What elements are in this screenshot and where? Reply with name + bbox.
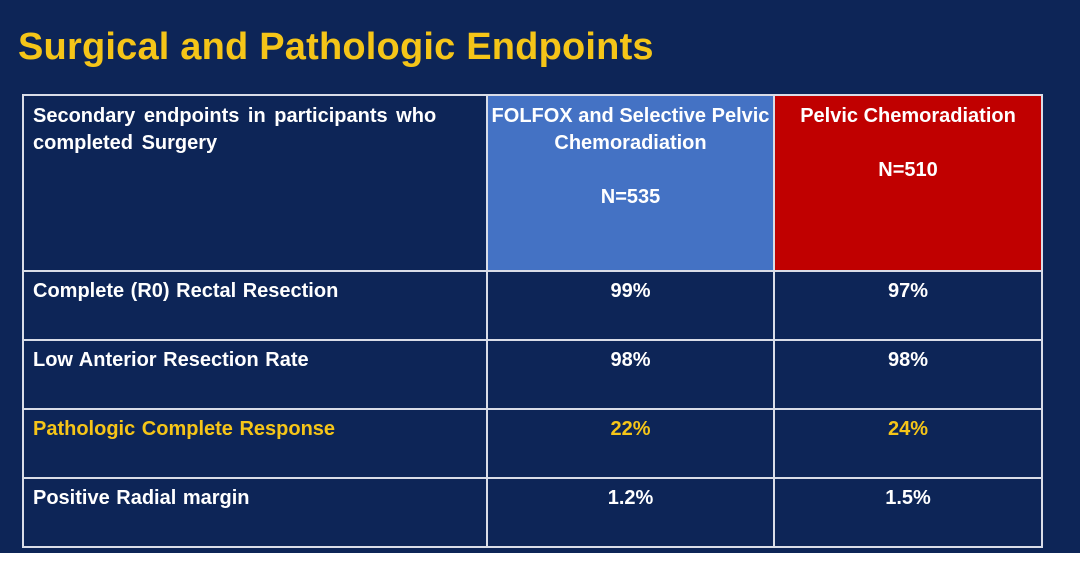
row-value-pelvic: 98%	[773, 339, 1043, 410]
arm-header-pelvic: Pelvic Chemoradiation N=510	[773, 94, 1043, 272]
row-label: Pathologic Complete Response	[22, 408, 488, 479]
row-label: Positive Radial margin	[22, 477, 488, 548]
slide-title: Surgical and Pathologic Endpoints	[18, 26, 654, 68]
row-value-folfox: 98%	[486, 339, 775, 410]
row-value-pelvic: 97%	[773, 270, 1043, 341]
row-label: Complete (R0) Rectal Resection	[22, 270, 488, 341]
endpoints-table: Secondary endpoints in participants who …	[22, 94, 1043, 548]
row-value-pelvic: 1.5%	[773, 477, 1043, 548]
row-label: Low Anterior Resection Rate	[22, 339, 488, 410]
arm-name: Pelvic Chemoradiation	[800, 105, 1016, 127]
row-value-folfox: 1.2%	[486, 477, 775, 548]
arm-name: FOLFOX and Selective Pelvic Chemoradiati…	[491, 105, 770, 154]
table-row: Low Anterior Resection Rate 98% 98%	[22, 339, 1043, 410]
table-header-row: Secondary endpoints in participants who …	[22, 94, 1043, 272]
arm-n: N=535	[600, 186, 661, 208]
row-value-pelvic: 24%	[773, 408, 1043, 479]
table-row: Positive Radial margin 1.2% 1.5%	[22, 477, 1043, 548]
table-row-highlighted: Pathologic Complete Response 22% 24%	[22, 408, 1043, 479]
table-row: Complete (R0) Rectal Resection 99% 97%	[22, 270, 1043, 341]
arm-header-folfox: FOLFOX and Selective Pelvic Chemoradiati…	[486, 94, 775, 272]
arm-n: N=510	[878, 159, 938, 181]
row-value-folfox: 99%	[486, 270, 775, 341]
header-label: Secondary endpoints in participants who …	[22, 94, 488, 272]
row-value-folfox: 22%	[486, 408, 775, 479]
